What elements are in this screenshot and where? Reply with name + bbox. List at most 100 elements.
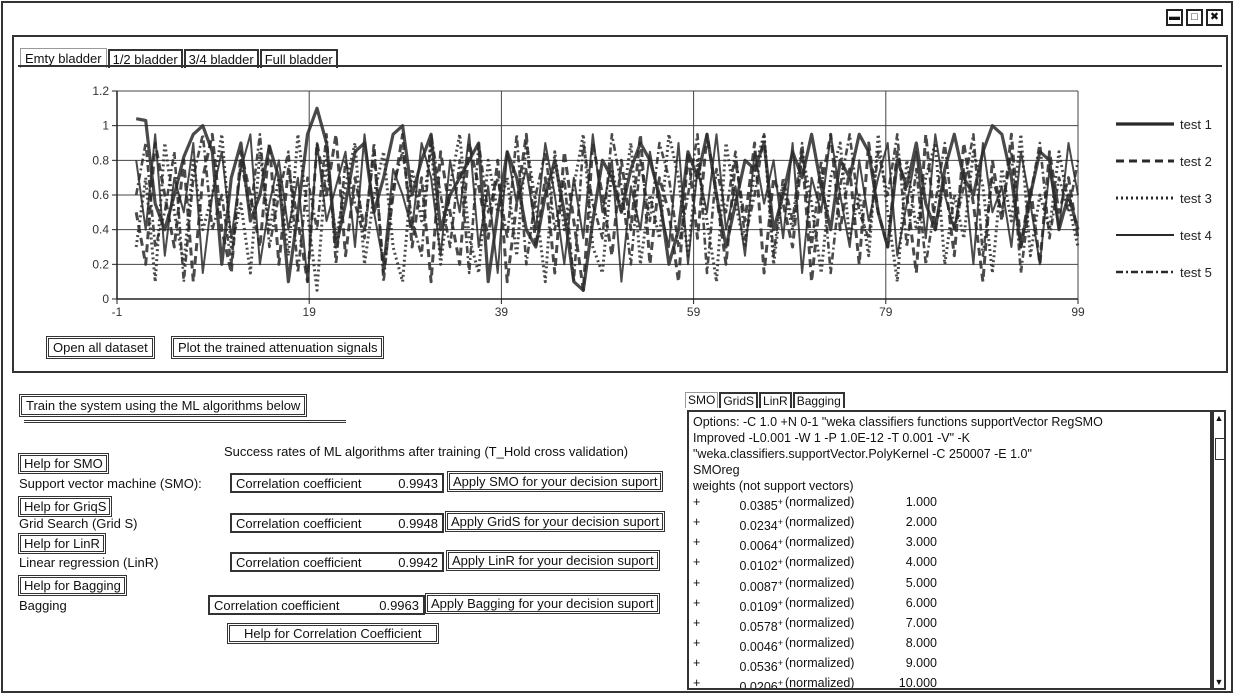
weight-norm: (normalized) [785, 636, 855, 651]
tab-smo[interactable]: SMO [685, 392, 719, 408]
apply-grids-button[interactable]: Apply GridS for your decision suport [445, 511, 666, 532]
weight-row: +0.0087+ (normalized) 5.000 [693, 575, 1206, 595]
restore-icon[interactable]: □ [1186, 9, 1203, 26]
train-underline [24, 420, 346, 423]
weight-sign: + [693, 495, 701, 509]
grids-cc-value: 0.9948 [398, 515, 438, 531]
weight-row: +0.0102+ (normalized) 4.000 [693, 554, 1206, 574]
weight-norm: (normalized) [785, 656, 855, 671]
output-line: SMOreg [693, 463, 740, 477]
weight-row: +0.0536+ (normalized) 9.000 [693, 655, 1206, 675]
weight-row: +0.0109+ (normalized) 6.000 [693, 595, 1206, 615]
attenuation-chart: 0 0.2 0.4 0.6 0.8 1 1.2 -1 19 39 59 79 99 test 1 test … [92, 84, 1212, 319]
smo-cc-label: Correlation coefficient [236, 475, 362, 491]
tab-emty-bladder[interactable]: Emty bladder [20, 48, 107, 68]
weight-value: 0.0064+ [739, 537, 784, 554]
x-tick-label: -1 [112, 305, 123, 319]
train-system-button[interactable]: Train the system using the ML algorithms… [19, 394, 308, 417]
weight-row: +0.0206+ (normalized) 10.000 [693, 675, 1206, 690]
weight-sign: + [693, 636, 701, 651]
tab-three-quarter-bladder[interactable]: 3/4 bladder [183, 49, 259, 68]
weight-value: 0.0234+ [739, 517, 784, 534]
weight-norm: (normalized) [785, 535, 855, 550]
weight-sign: + [693, 575, 701, 590]
tab-bagging[interactable]: Bagging [792, 392, 845, 408]
minimize-icon[interactable]: ▬ [1166, 9, 1183, 26]
open-all-dataset-button[interactable]: Open all dataset [46, 336, 155, 359]
apply-smo-button[interactable]: Apply SMO for your decision suport [447, 471, 664, 492]
y-tick-label: 1 [102, 119, 109, 133]
linr-cc-label: Correlation coefficient [236, 554, 362, 570]
weight-sign: + [693, 656, 701, 671]
help-bagging-button[interactable]: Help for Bagging [18, 575, 127, 596]
output-line: Options: -C 1.0 +N 0-1 "weka classifiers… [693, 415, 1103, 429]
bagging-label: Bagging [19, 598, 67, 613]
weight-sign: + [693, 535, 701, 550]
help-smo-button[interactable]: Help for SMO [18, 453, 109, 474]
weight-index: 1.000 [905, 495, 937, 509]
close-icon[interactable]: ✖ [1206, 9, 1223, 26]
x-tick-label: 19 [303, 305, 317, 319]
weight-index: 5.000 [905, 575, 937, 590]
y-tick-label: 0.4 [92, 223, 109, 237]
weight-norm: (normalized) [785, 615, 855, 630]
smo-label: Support vector machine (SMO): [19, 476, 202, 491]
chart-panel: Emty bladder 1/2 bladder 3/4 bladder Ful… [12, 35, 1228, 373]
help-grids-button[interactable]: Help for GriqS [18, 496, 113, 517]
tab-half-bladder[interactable]: 1/2 bladder [107, 49, 183, 68]
series-line-1 [135, 106, 1080, 292]
weight-number: 0.0102 [739, 559, 778, 574]
weight-value: 0.0578+ [739, 617, 784, 635]
y-tick-label: 0.8 [92, 153, 109, 167]
output-line: Improved -L0.001 -W 1 -P 1.0E-12 -T 0.00… [693, 431, 971, 445]
x-tick-label: 99 [1071, 305, 1085, 319]
success-rates-title: Success rates of ML algorithms after tra… [224, 444, 629, 459]
y-tick-label: 0.6 [92, 188, 109, 202]
smo-cc-value: 0.9943 [398, 475, 438, 491]
bladder-tabs: Emty bladder 1/2 bladder 3/4 bladder Ful… [20, 48, 339, 68]
tab-divider [18, 65, 1222, 67]
tab-grids[interactable]: GridS [719, 392, 759, 408]
scroll-down-icon[interactable]: ▼ [1214, 677, 1224, 687]
window-controls: ▬ □ ✖ [1166, 9, 1223, 26]
plot-trained-signals-button[interactable]: Plot the trained attenuation signals [171, 336, 385, 359]
weight-norm: (normalized) [785, 595, 855, 610]
weight-value: 0.0087+ [739, 577, 784, 594]
weight-value: 0.0206+ [719, 675, 785, 688]
legend-label-5: test 5 [1180, 265, 1212, 280]
smo-correlation-field: Correlation coefficient 0.9943 [230, 473, 444, 493]
weight-index: 8.000 [905, 636, 937, 651]
bagging-correlation-field: Correlation coefficient 0.9963 [208, 595, 425, 615]
y-tick-label: 0.2 [92, 257, 109, 271]
weight-norm: (normalized) [785, 676, 855, 690]
scroll-thumb[interactable] [1215, 438, 1225, 460]
help-linr-button[interactable]: Help for LinR [18, 533, 106, 554]
output-scrollbar[interactable]: ▲ ▼ [1212, 410, 1226, 690]
model-output-textarea[interactable]: Options: -C 1.0 +N 0-1 "weka classifiers… [687, 410, 1212, 690]
weight-number: 0.0064 [739, 539, 778, 554]
weight-index: 2.000 [905, 515, 937, 530]
grids-correlation-field: Correlation coefficient 0.9948 [230, 513, 444, 533]
weight-value: 0.0046+ [739, 638, 784, 655]
weight-index: 10.000 [898, 676, 937, 690]
weight-row: +0.0046+ (normalized) 8.000 [693, 635, 1206, 655]
weight-index: 9.000 [905, 656, 937, 671]
weight-index: 3.000 [905, 535, 937, 550]
weight-norm: (normalized) [785, 515, 855, 530]
apply-bagging-button[interactable]: Apply Bagging for your decision suport [425, 593, 660, 614]
apply-linr-button[interactable]: Apply LinR for your decision suport [446, 550, 660, 571]
help-correlation-coefficient-button[interactable]: Help for Correlation Coefficient [227, 623, 439, 644]
weight-norm: (normalized) [785, 495, 855, 509]
weight-norm: (normalized) [785, 575, 855, 590]
weight-row: +0.0385+ (normalized) 1.000 [693, 494, 1206, 514]
weight-sign: + [693, 595, 701, 610]
x-tick-label: 79 [879, 305, 893, 319]
tab-full-bladder[interactable]: Full bladder [259, 49, 338, 68]
legend-label-3: test 3 [1180, 191, 1212, 206]
scroll-up-icon[interactable]: ▲ [1214, 413, 1224, 423]
tab-linr[interactable]: LinR [759, 392, 792, 408]
x-tick-label: 59 [687, 305, 701, 319]
legend-label-4: test 4 [1180, 228, 1212, 243]
weight-number: 0.0234 [739, 519, 778, 534]
grids-label: Grid Search (Grid S) [19, 516, 138, 531]
